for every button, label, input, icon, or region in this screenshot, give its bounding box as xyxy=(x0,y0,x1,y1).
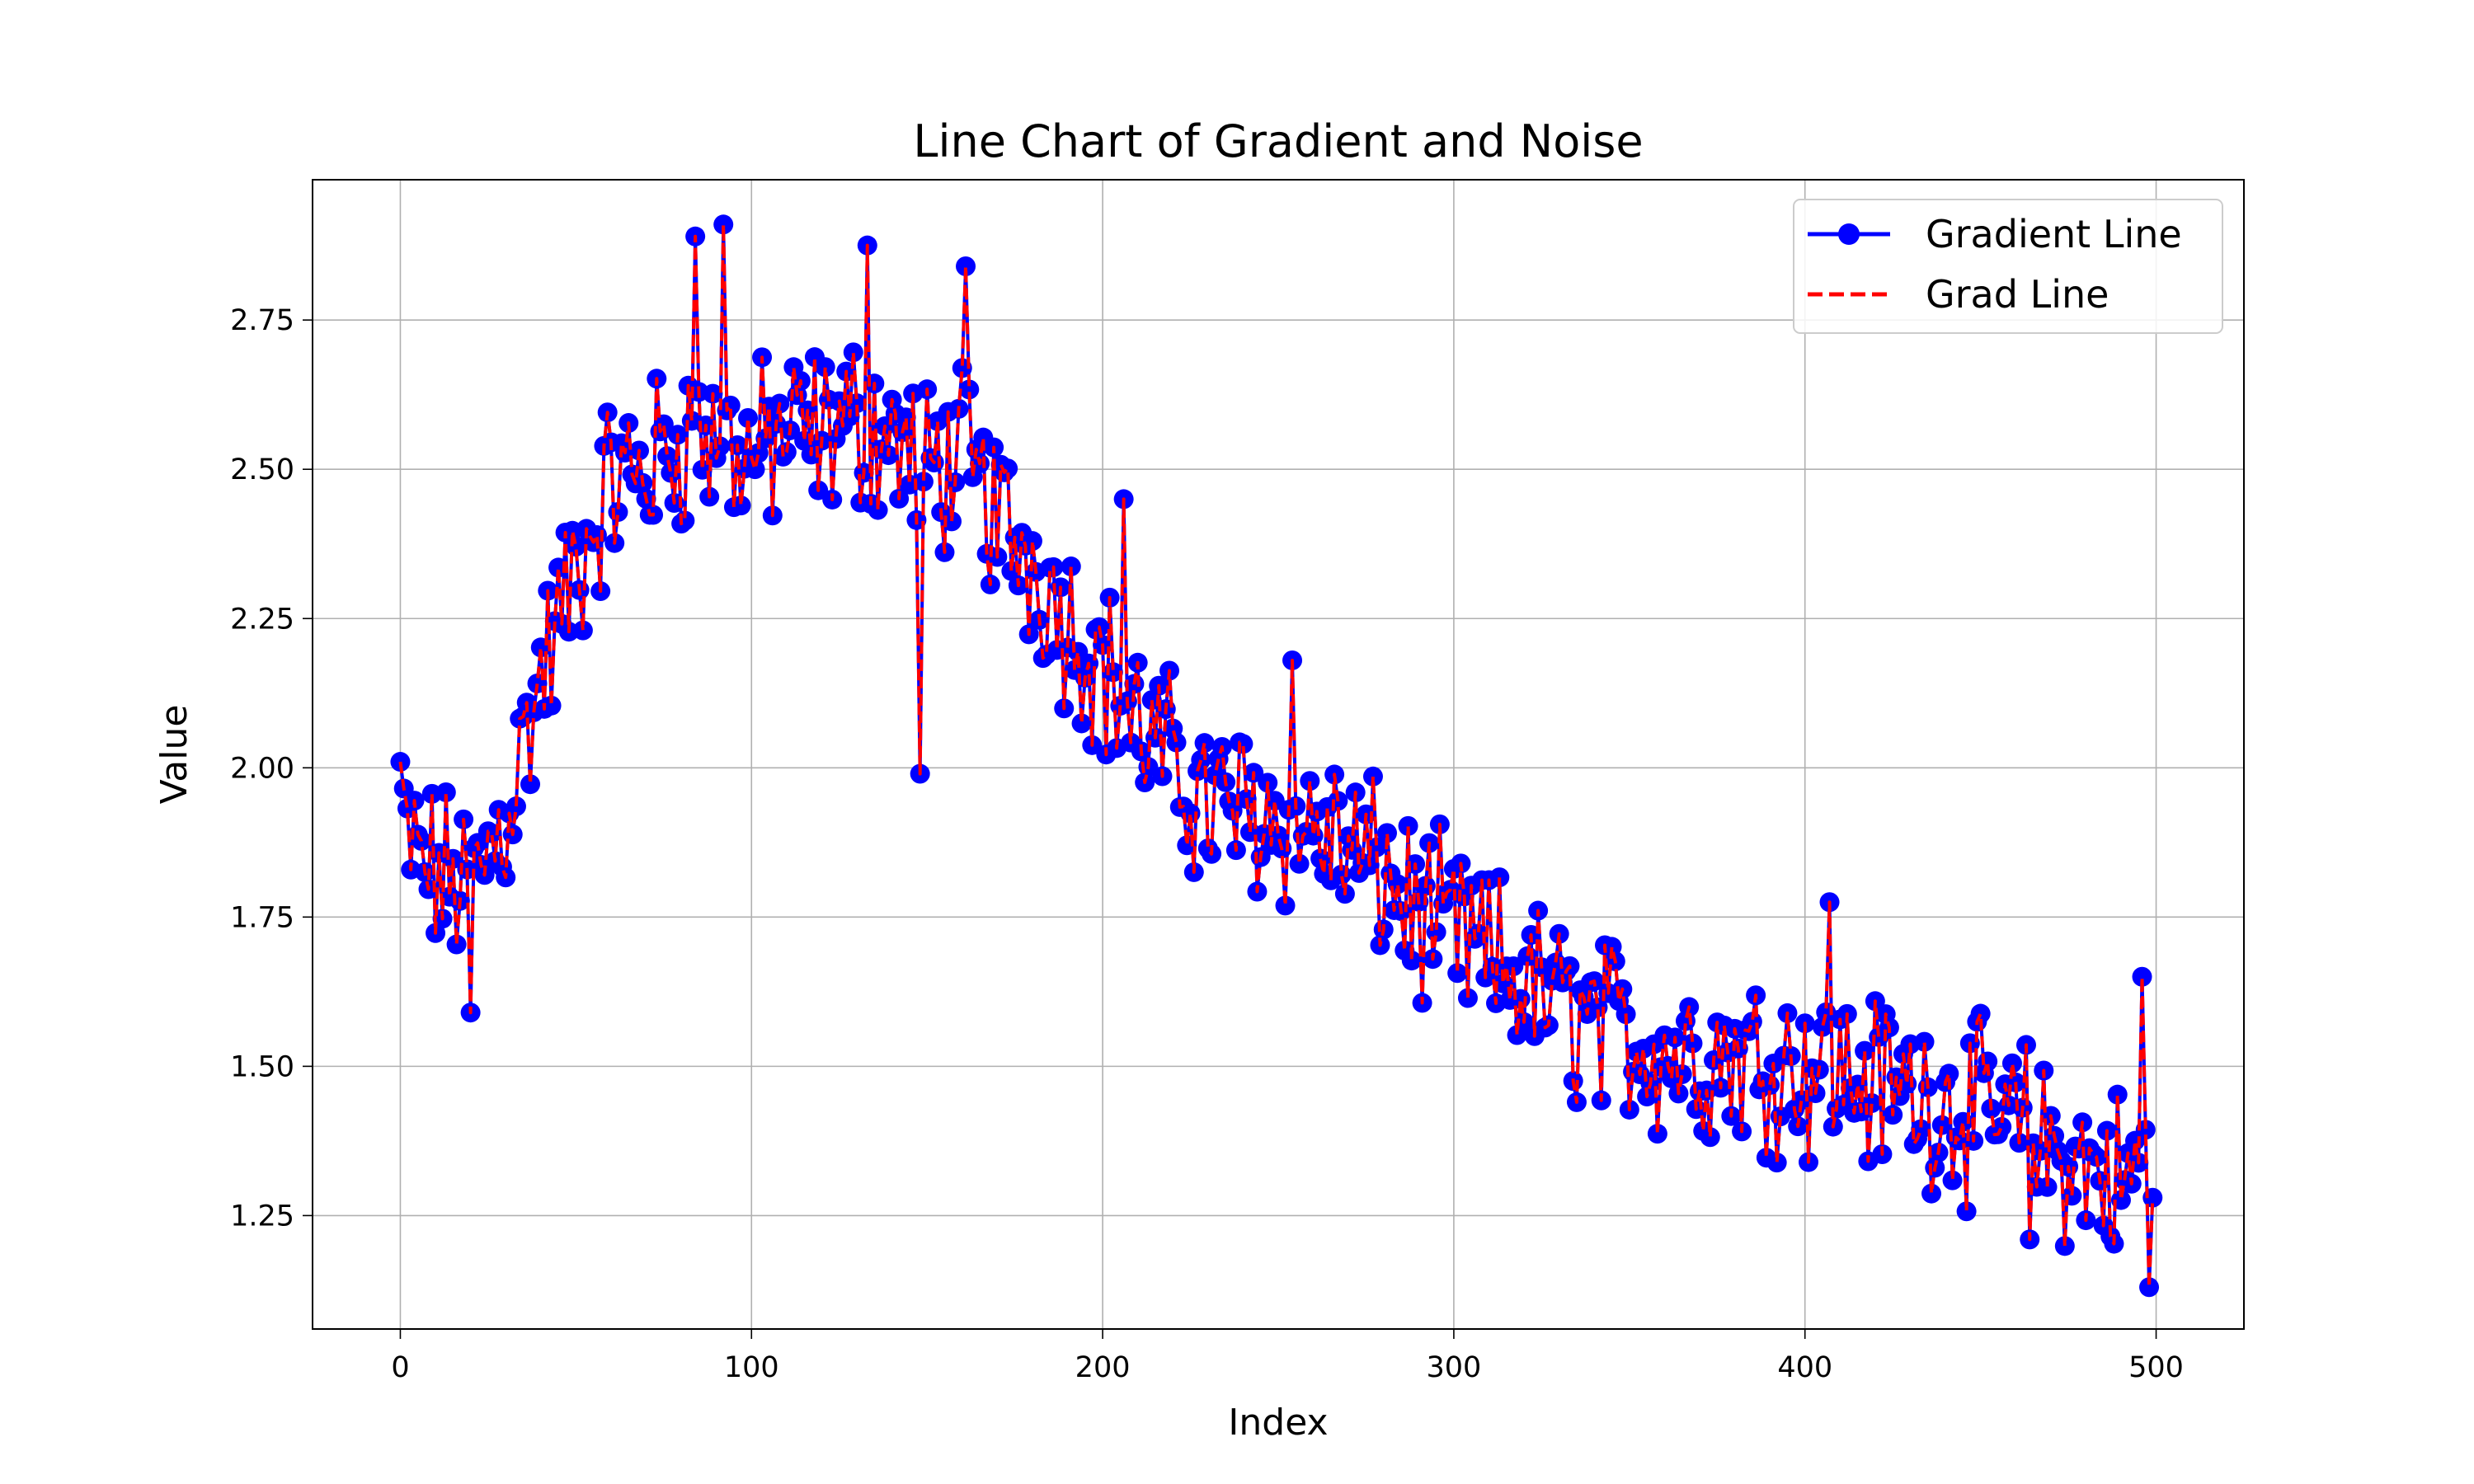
data-point xyxy=(843,342,863,363)
y-tick-label: 2.50 xyxy=(230,453,294,486)
data-point xyxy=(541,695,562,716)
plot-frame xyxy=(312,179,2245,1330)
data-point xyxy=(1931,1115,1952,1135)
data-point xyxy=(1911,1119,1931,1139)
data-point xyxy=(815,357,835,378)
data-point xyxy=(745,459,765,480)
legend-marker-gradient xyxy=(1838,223,1860,245)
x-tick-label: 500 xyxy=(2128,1351,2184,1384)
data-point xyxy=(913,472,934,492)
x-tick-label: 300 xyxy=(1427,1351,1482,1384)
y-axis-label: Value xyxy=(153,705,195,805)
data-point xyxy=(2054,1236,2075,1256)
data-point xyxy=(1275,895,1296,916)
data-point xyxy=(959,379,980,400)
data-point xyxy=(1061,556,1081,577)
data-point xyxy=(868,500,888,520)
data-point xyxy=(1682,1033,1703,1054)
plot-area xyxy=(390,214,2163,1298)
data-point xyxy=(2139,1277,2160,1298)
x-tick-label: 0 xyxy=(391,1351,409,1384)
data-point xyxy=(1071,713,1092,734)
legend-label-gradient: Gradient Line xyxy=(1926,212,2182,256)
data-point xyxy=(1766,1153,1787,1173)
x-axis-label: Index xyxy=(1228,1402,1328,1444)
data-point xyxy=(998,458,1018,479)
y-tick-label: 2.25 xyxy=(230,603,294,636)
data-point xyxy=(1942,1170,1963,1190)
series-grad-line xyxy=(398,223,2155,1289)
data-point xyxy=(506,796,526,817)
data-point xyxy=(1956,1201,1977,1222)
y-tick-label: 2.00 xyxy=(230,752,294,785)
data-point xyxy=(1457,988,1478,1008)
data-point xyxy=(1398,815,1418,836)
x-tick-label: 400 xyxy=(1777,1351,1832,1384)
data-point xyxy=(1377,823,1397,843)
y-tick-label: 1.50 xyxy=(230,1050,294,1083)
x-axis: 0 100 200 300 400 500 xyxy=(391,1329,2184,1384)
data-point xyxy=(1489,867,1510,888)
data-point xyxy=(1362,766,1383,787)
data-point xyxy=(1166,732,1187,753)
x-tick-label: 100 xyxy=(724,1351,779,1384)
data-point xyxy=(731,495,751,516)
data-point xyxy=(572,620,593,641)
data-point xyxy=(713,214,734,235)
data-point xyxy=(738,408,759,429)
data-point xyxy=(1194,733,1215,754)
data-point xyxy=(2132,966,2152,987)
data-point xyxy=(1921,1183,1942,1204)
data-point xyxy=(1855,1040,1875,1061)
data-point xyxy=(1700,1127,1720,1148)
legend: Gradient Line Grad Line xyxy=(1793,199,2223,334)
data-point xyxy=(2107,1084,2128,1105)
legend-label-grad: Grad Line xyxy=(1926,272,2109,317)
y-tick-label: 1.25 xyxy=(230,1200,294,1233)
data-point xyxy=(1992,1116,2012,1137)
data-point xyxy=(657,446,678,467)
data-point xyxy=(1022,531,1042,552)
data-point xyxy=(1300,771,1320,791)
chart-title: Line Chart of Gradient and Noise xyxy=(913,115,1643,167)
data-point xyxy=(1647,1124,1667,1144)
data-point xyxy=(956,256,976,276)
data-point xyxy=(446,934,467,955)
data-point xyxy=(2037,1176,2058,1197)
data-point xyxy=(2001,1053,2022,1073)
data-point xyxy=(1939,1064,1959,1084)
data-point xyxy=(435,782,456,802)
data-point xyxy=(1970,1003,1991,1024)
data-point xyxy=(748,443,769,463)
y-tick-label: 2.75 xyxy=(230,304,294,337)
x-tick-label: 200 xyxy=(1075,1351,1131,1384)
data-point xyxy=(1447,963,1468,984)
data-point xyxy=(1914,1031,1935,1052)
y-tick-label: 1.75 xyxy=(230,901,294,934)
data-point xyxy=(1401,951,1422,971)
legend-box xyxy=(1793,199,2223,334)
data-point xyxy=(1289,853,1310,874)
data-point xyxy=(520,774,541,795)
y-axis: 1.25 1.50 1.75 2.00 2.25 2.50 2.75 xyxy=(230,304,313,1233)
